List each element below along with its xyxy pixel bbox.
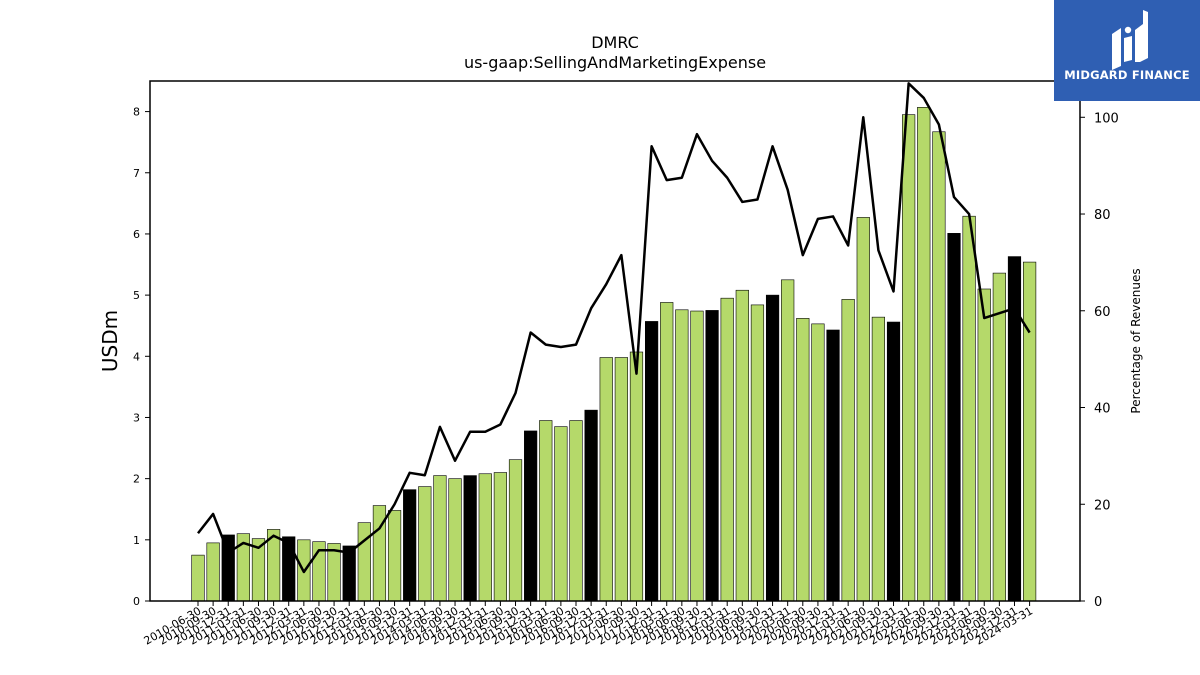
bar <box>675 309 689 602</box>
left-y-axis: 0 1 2 3 4 5 6 7 8 <box>133 106 150 608</box>
right-y-axis: 0 20 40 60 80 100 <box>1080 111 1119 610</box>
bar <box>750 304 765 602</box>
bar <box>342 545 356 602</box>
bar <box>1022 261 1037 602</box>
bar <box>508 459 523 602</box>
logo-mark-icon <box>1112 10 1148 70</box>
bar <box>690 310 704 602</box>
bar <box>206 542 220 602</box>
y-tick-label: 3 <box>133 411 140 424</box>
y2-axis-label: Percentage of Revenues <box>1129 268 1143 413</box>
bar <box>856 217 870 602</box>
bar-series <box>191 107 1037 602</box>
y-tick-label: 7 <box>133 167 140 180</box>
bar <box>886 321 901 602</box>
y-axis-label: USDm <box>98 310 122 372</box>
bar <box>221 534 235 602</box>
bar <box>191 554 205 602</box>
bar <box>463 475 477 602</box>
bar <box>811 323 825 602</box>
bar <box>902 114 916 602</box>
bar <box>660 302 674 602</box>
bar <box>932 131 946 602</box>
y-tick-label: 2 <box>133 473 140 486</box>
y2-tick-label: 100 <box>1094 111 1119 126</box>
chart-title: DMRC <box>591 33 639 52</box>
midgard-finance-logo: MIDGARD FINANCE <box>1054 0 1200 101</box>
bar <box>977 288 991 602</box>
bar <box>992 272 1006 602</box>
bar <box>720 297 734 602</box>
bar <box>478 473 492 602</box>
bar <box>644 321 659 602</box>
percentage-line <box>197 82 1031 574</box>
y2-tick-label: 20 <box>1094 498 1111 513</box>
y-tick-label: 5 <box>133 289 140 302</box>
logo-text: MIDGARD FINANCE <box>1064 68 1190 82</box>
bar <box>599 357 613 602</box>
bar <box>917 107 931 602</box>
y-tick-label: 6 <box>133 228 140 241</box>
x-axis: 2010-06-302010-09-302010-12-312011-03-31… <box>142 601 1035 648</box>
bar <box>448 478 462 602</box>
bar <box>584 409 598 602</box>
bar <box>705 310 719 602</box>
bar <box>826 329 840 602</box>
y-tick-label: 8 <box>133 106 140 119</box>
bar <box>962 215 976 602</box>
bar <box>539 420 553 602</box>
chart-subtitle: us-gaap:SellingAndMarketingExpense <box>464 53 766 72</box>
y2-tick-label: 40 <box>1094 402 1111 417</box>
y-tick-label: 1 <box>133 534 140 547</box>
bar <box>387 510 402 602</box>
bar <box>871 316 885 602</box>
bar <box>524 430 538 602</box>
bar <box>765 294 780 602</box>
bar <box>554 426 568 602</box>
bar <box>493 472 508 602</box>
bar <box>614 357 628 602</box>
y2-tick-label: 60 <box>1094 305 1111 320</box>
y-tick-label: 4 <box>133 350 140 363</box>
bar <box>735 289 749 602</box>
bar <box>282 536 296 602</box>
bar <box>947 233 961 602</box>
plot-frame <box>149 80 1081 602</box>
bar <box>433 475 447 602</box>
y2-tick-label: 80 <box>1094 208 1111 223</box>
bar <box>418 486 432 602</box>
bar <box>796 318 810 602</box>
bar <box>569 420 583 602</box>
bar <box>781 279 795 602</box>
y-tick-label: 0 <box>133 595 140 608</box>
bar <box>403 489 417 602</box>
y2-tick-label: 0 <box>1094 595 1102 610</box>
bar <box>841 299 855 602</box>
bar <box>357 522 371 602</box>
bar <box>629 351 644 602</box>
